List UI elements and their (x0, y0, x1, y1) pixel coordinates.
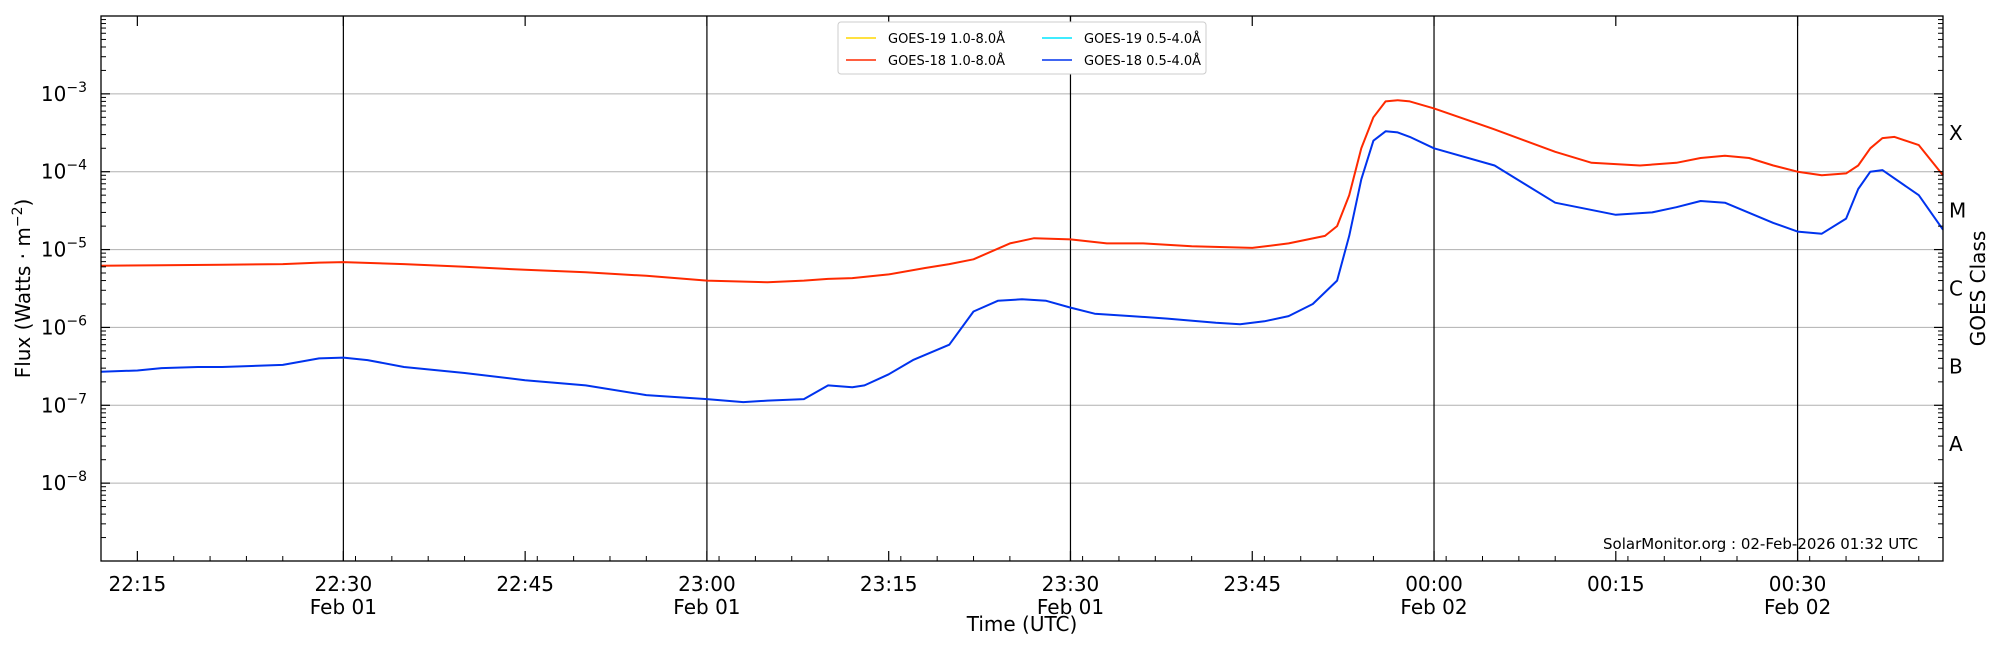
y-tick-exponent: −5 (66, 236, 87, 252)
x-tick-date-label: Feb 02 (1764, 595, 1831, 619)
goes-class-x: X (1949, 121, 1963, 145)
y-tick-label: 10−3 (41, 80, 87, 106)
y-tick-base: 10 (41, 471, 66, 495)
y-tick-base: 10 (41, 238, 66, 262)
x-tick-date-label: Feb 01 (673, 595, 740, 619)
y-tick-label: 10−7 (41, 391, 87, 417)
legend-label: GOES-18 1.0-8.0Å (888, 53, 1005, 69)
y-tick-label: 10−8 (41, 469, 87, 495)
goes-class-a: A (1949, 432, 1963, 456)
x-tick-time-label: 00:00 (1405, 572, 1463, 596)
y-tick-exponent: −6 (66, 313, 87, 329)
x-axis-title: Time (UTC) (966, 612, 1078, 636)
y-axis-title-main: Flux (Watts · m (11, 227, 35, 378)
legend-label: GOES-18 0.5-4.0Å (1084, 53, 1201, 69)
y-tick-base: 10 (41, 160, 66, 184)
legend-label: GOES-19 0.5-4.0Å (1084, 31, 1201, 47)
series-line-goes18-short (100, 130, 1944, 404)
gridlines (101, 16, 1943, 561)
goes-class-b: B (1949, 354, 1963, 378)
x-tick-time-label: 00:15 (1587, 572, 1645, 596)
y-axis-title-exponent: −2 (10, 207, 26, 228)
series-lines (100, 99, 1944, 404)
y-tick-exponent: −3 (66, 80, 87, 96)
y-tick-exponent: −7 (66, 391, 87, 407)
x-tick-time-label: 23:45 (1223, 572, 1281, 596)
goes-class-m: M (1949, 199, 1966, 223)
y-tick-base: 10 (41, 82, 66, 106)
x-tick-date-label: Feb 01 (310, 595, 377, 619)
legend-box (837, 21, 1207, 75)
x-tick-time-label: 22:45 (496, 572, 554, 596)
y-tick-label: 10−6 (41, 313, 87, 339)
y-tick-label: 10−4 (41, 158, 87, 184)
y-axis-title-close: ) (11, 199, 35, 207)
credit-text: SolarMonitor.org : 02-Feb-2026 01:32 UTC (1603, 535, 1918, 553)
legend: GOES-19 1.0-8.0Å GOES-18 1.0-8.0Å GOES-19 … (837, 21, 1207, 75)
y-tick-base: 10 (41, 315, 66, 339)
y-tick-label: 10−5 (41, 236, 87, 262)
goes-class-labels: A B C M X (1949, 121, 1966, 456)
y-tick-exponent: −4 (66, 158, 87, 174)
series-line-goes18-long (100, 99, 1944, 284)
y-tick-exponent: −8 (66, 469, 87, 485)
x-tick-time-label: 00:30 (1769, 572, 1827, 596)
goes-class-axis-title: GOES Class (1966, 231, 1990, 347)
x-tick-date-label: Feb 02 (1400, 595, 1467, 619)
y-tick-base: 10 (41, 393, 66, 417)
y-axis-ticks: 10−810−710−610−510−410−3 (41, 19, 1943, 539)
x-tick-time-label: 22:30 (315, 572, 373, 596)
x-tick-time-label: 23:15 (860, 572, 918, 596)
goes-class-c: C (1949, 277, 1963, 301)
plot-frame (100, 15, 1944, 562)
x-tick-time-label: 23:30 (1042, 572, 1100, 596)
legend-label: GOES-19 1.0-8.0Å (888, 31, 1005, 47)
x-tick-date-label: Feb 01 (1037, 595, 1104, 619)
y-axis-title: Flux (Watts · m−2) (10, 199, 35, 379)
x-tick-time-label: 23:00 (678, 572, 736, 596)
x-tick-time-label: 22:15 (109, 572, 167, 596)
